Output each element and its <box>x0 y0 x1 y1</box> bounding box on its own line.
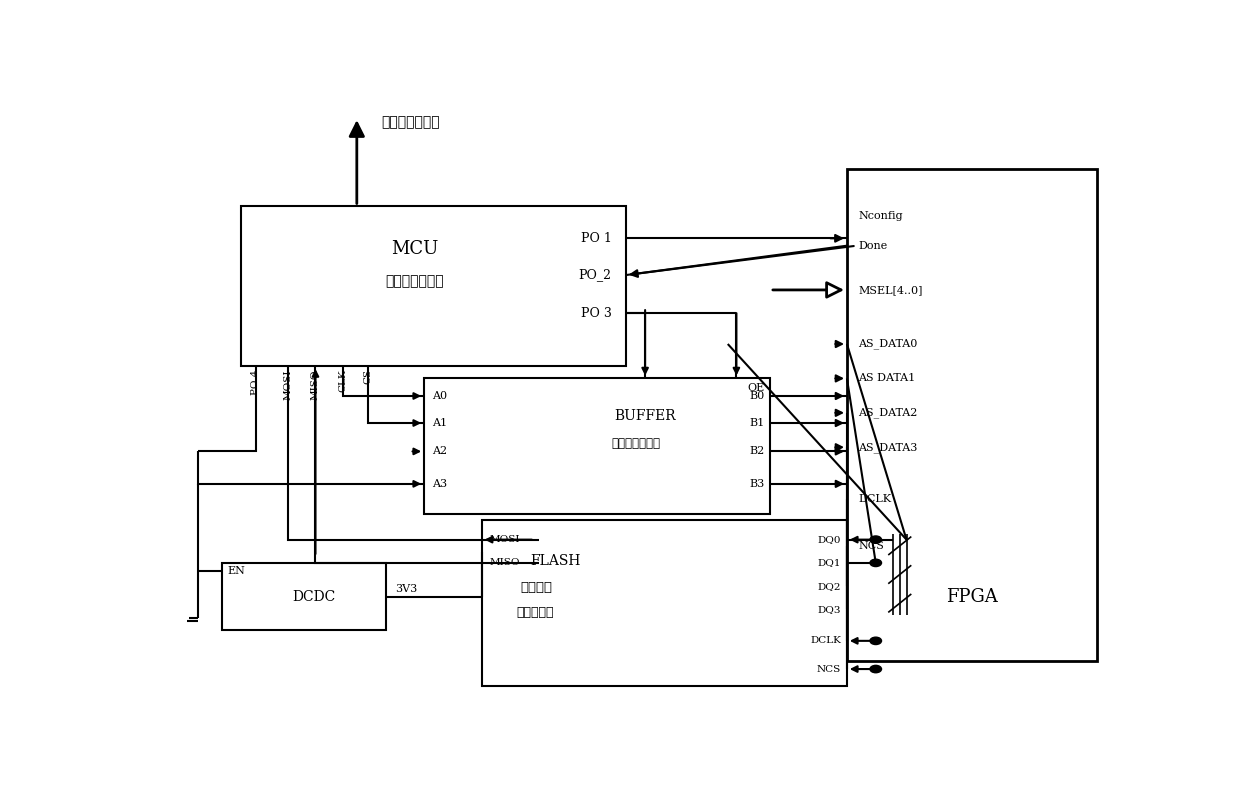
Text: （非易失: （非易失 <box>521 581 552 595</box>
Text: AS_DATA0: AS_DATA0 <box>858 338 918 350</box>
Text: 外接上位机接口: 外接上位机接口 <box>381 115 439 129</box>
Text: PO_2: PO_2 <box>579 269 611 282</box>
Text: DQ0: DQ0 <box>817 535 841 544</box>
Bar <box>481 519 847 685</box>
Text: （双向缓存器）: （双向缓存器） <box>611 437 660 450</box>
Circle shape <box>870 637 882 645</box>
Text: 性存储器）: 性存储器） <box>516 606 554 619</box>
Text: DQ2: DQ2 <box>817 582 841 591</box>
Bar <box>242 207 626 366</box>
Text: （主控处理器）: （主控处理器） <box>386 275 444 288</box>
Text: A3: A3 <box>432 479 446 489</box>
Text: FLASH: FLASH <box>529 555 580 568</box>
Text: MCU: MCU <box>391 240 438 259</box>
Text: AS DATA1: AS DATA1 <box>858 373 915 383</box>
Bar <box>424 378 770 514</box>
Circle shape <box>870 666 882 673</box>
Text: BUFFER: BUFFER <box>614 409 676 423</box>
Text: MOSI: MOSI <box>490 535 520 544</box>
Text: DCDC: DCDC <box>291 590 335 603</box>
Text: B2: B2 <box>749 446 764 456</box>
Text: AS_DATA3: AS_DATA3 <box>858 442 918 452</box>
Text: B1: B1 <box>749 418 764 428</box>
Text: FPGA: FPGA <box>946 588 998 606</box>
Text: MISO: MISO <box>311 369 320 400</box>
Text: NCS: NCS <box>817 665 841 674</box>
Bar <box>847 169 1096 661</box>
Text: PO 1: PO 1 <box>580 231 611 245</box>
Text: A1: A1 <box>432 418 446 428</box>
Text: Done: Done <box>858 241 888 251</box>
Text: EN: EN <box>227 566 246 575</box>
Text: A2: A2 <box>432 446 446 456</box>
Text: PO 4: PO 4 <box>252 369 260 394</box>
Text: DQ3: DQ3 <box>817 605 841 614</box>
Text: CLK: CLK <box>339 369 348 392</box>
Text: 3V3: 3V3 <box>396 584 418 595</box>
Text: PO 3: PO 3 <box>580 307 611 320</box>
Text: B3: B3 <box>749 479 764 489</box>
Text: B0: B0 <box>749 391 764 401</box>
Text: DCLK: DCLK <box>810 636 841 646</box>
Text: DQ1: DQ1 <box>817 559 841 567</box>
Text: Nconfig: Nconfig <box>858 211 903 221</box>
Text: NCS: NCS <box>858 540 884 551</box>
Text: A0: A0 <box>432 391 446 401</box>
Bar <box>222 563 386 630</box>
Text: AS_DATA2: AS_DATA2 <box>858 408 918 418</box>
Circle shape <box>870 559 882 567</box>
Text: OE: OE <box>746 383 764 393</box>
Text: MISO: MISO <box>490 559 520 567</box>
Circle shape <box>870 536 882 543</box>
Text: DCLK: DCLK <box>858 494 892 504</box>
Text: CS: CS <box>363 369 373 385</box>
Text: MOSI: MOSI <box>283 369 293 400</box>
Text: MSEL[4..0]: MSEL[4..0] <box>858 285 923 295</box>
